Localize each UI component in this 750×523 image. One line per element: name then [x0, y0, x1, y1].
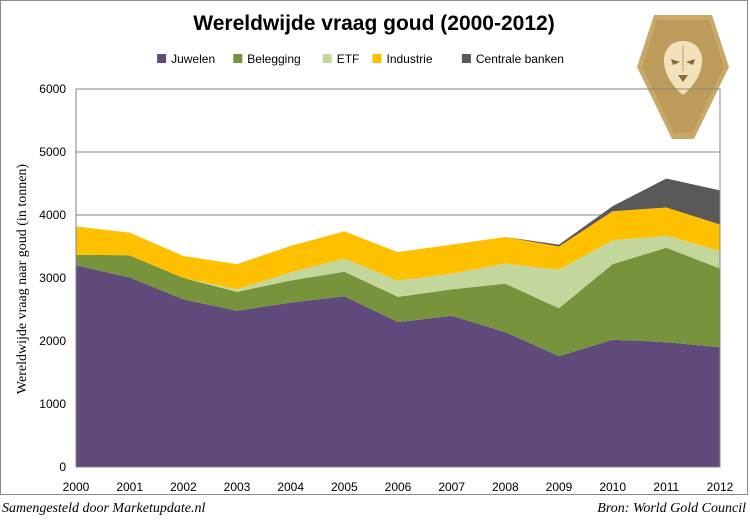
y-tick-label: 6000	[39, 82, 66, 96]
x-tick-label: 2011	[653, 480, 679, 494]
x-tick-label: 2005	[331, 480, 358, 494]
credit-compiled-by: Samengesteld door Marketupdate.nl	[2, 501, 206, 516]
y-tick-label: 0	[59, 460, 66, 474]
x-tick-label: 2010	[599, 480, 626, 494]
x-tick-label: 2003	[224, 480, 251, 494]
plot-area: 0 1000 2000 3000 4000 5000 6000 2000 2001 2002 200…	[39, 82, 733, 494]
legend-label: Belegging	[247, 52, 300, 66]
area-centrale-banken	[76, 178, 720, 265]
y-tick-label: 3000	[39, 271, 66, 285]
legend-item: ETF	[322, 52, 360, 66]
legend-label: Juwelen	[171, 52, 215, 66]
x-tick-label: 2007	[438, 480, 465, 494]
legend-swatch	[233, 54, 243, 63]
y-tick-label: 1000	[39, 397, 66, 411]
lion-shield-icon	[637, 15, 729, 139]
legend-swatch	[157, 54, 167, 63]
legend-item: Industrie	[372, 52, 433, 66]
x-tick-label: 2000	[63, 480, 90, 494]
legend-item: Centrale banken	[461, 52, 564, 66]
credit-source: Bron: World Gold Council	[597, 501, 746, 516]
stacked-area-chart: Wereldwijde vraag goud (2000-2012) Juwel…	[15, 12, 734, 494]
area-industrie	[76, 207, 720, 290]
x-tick-label: 2012	[707, 480, 734, 494]
legend-label: ETF	[337, 52, 360, 66]
x-tick-label: 2004	[277, 480, 304, 494]
plot-border	[75, 88, 721, 468]
x-tick-label: 2006	[385, 480, 412, 494]
legend-label: Centrale banken	[476, 52, 564, 66]
legend-swatch	[322, 54, 332, 63]
legend-swatch	[372, 54, 382, 63]
y-tick-label: 5000	[39, 145, 66, 159]
area-etf	[76, 235, 720, 309]
x-tick-label: 2009	[546, 480, 573, 494]
legend-swatch	[461, 54, 471, 63]
y-tick-label: 4000	[39, 208, 66, 222]
legend-item: Belegging	[233, 52, 301, 66]
y-tick-label: 2000	[39, 334, 66, 348]
area-belegging	[76, 247, 720, 357]
x-tick-label: 2008	[492, 480, 519, 494]
chart-frame: Wereldwijde vraag goud (2000-2012) Juwel…	[0, 0, 748, 495]
legend: Juwelen Belegging ETF Industrie Centrale ban…	[157, 52, 564, 66]
y-axis-title: Wereldwijde vraag naar goud (in tonnen)	[15, 164, 30, 395]
chart-title: Wereldwijde vraag goud (2000-2012)	[193, 12, 554, 35]
legend-item: Juwelen	[157, 52, 215, 66]
x-tick-label: 2002	[170, 480, 197, 494]
legend-label: Industrie	[387, 52, 433, 66]
area-juwelen	[76, 265, 720, 467]
x-tick-label: 2001	[116, 480, 143, 494]
